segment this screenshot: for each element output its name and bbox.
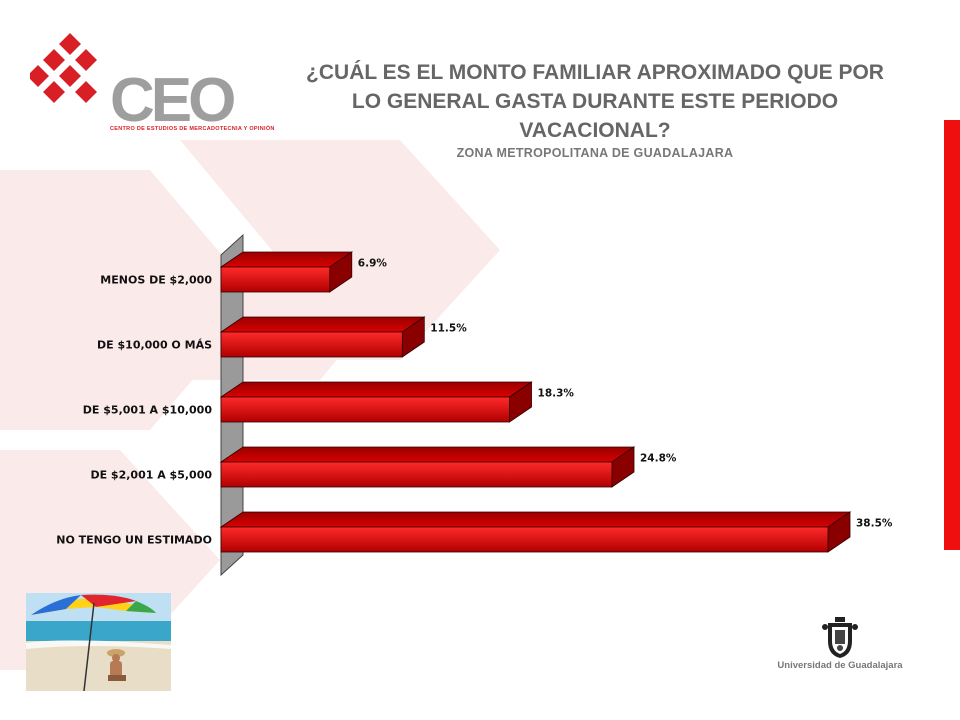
bar [219,446,636,488]
category-label: DE $2,001 A $5,000 [90,469,212,482]
logo-tagline: CENTRO DE ESTUDIOS DE MERCADOTECNIA Y OP… [110,126,275,132]
value-label: 11.5% [430,323,467,335]
beach-umbrella-photo [26,593,171,691]
bar-top [219,381,533,398]
bar-front [220,331,403,358]
category-label: MENOS DE $2,000 [100,274,212,287]
bar-front [220,526,829,553]
accent-bar [944,120,960,550]
university-crest-icon [822,617,858,658]
value-label: 6.9% [358,258,388,270]
value-label: 24.8% [640,453,677,465]
bar [219,251,354,293]
bar-chart: MENOS DE $2,000 DE $10,000 O MÁS DE $5,001… [56,233,893,577]
category-label: DE $5,001 A $10,000 [83,404,213,417]
bar-front [220,461,613,488]
university-name: Universidad de Guadalajara [777,660,903,671]
bar-front [220,266,331,293]
ceo-logo: CEO CENTRO DE ESTUDIOS DE MERCADOTECNIA … [24,30,274,132]
bar-top [219,511,852,528]
diamond-lattice-icon [24,30,100,106]
bar-top [219,446,636,463]
logo-wordmark: CEO [110,66,236,135]
bar [219,511,852,553]
chart-title: ¿CUÁL ES EL MONTO FAMILIAR APROXIMADO QU… [306,61,884,142]
bar-top [219,316,426,333]
category-label: DE $10,000 O MÁS [97,339,212,352]
bar-front [220,396,510,423]
university-logo: Universidad de Guadalajara [770,615,910,675]
bar-top [219,251,354,268]
category-label: NO TENGO UN ESTIMADO [56,534,212,547]
value-label: 38.5% [856,518,893,530]
chart-subtitle: ZONA METROPOLITANA DE GUADALAJARA [456,146,734,160]
bar [219,381,533,423]
value-label: 18.3% [538,388,575,400]
bar [219,316,426,358]
